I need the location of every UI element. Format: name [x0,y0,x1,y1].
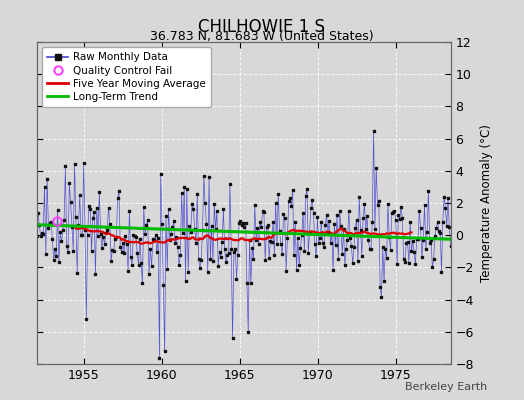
Legend: Raw Monthly Data, Quality Control Fail, Five Year Moving Average, Long-Term Tren: Raw Monthly Data, Quality Control Fail, … [42,47,211,107]
Y-axis label: Temperature Anomaly (°C): Temperature Anomaly (°C) [479,124,493,282]
Text: CHILHOWIE 1 S: CHILHOWIE 1 S [199,18,325,36]
Text: 36.783 N, 81.683 W (United States): 36.783 N, 81.683 W (United States) [150,30,374,43]
Text: Berkeley Earth: Berkeley Earth [405,382,487,392]
